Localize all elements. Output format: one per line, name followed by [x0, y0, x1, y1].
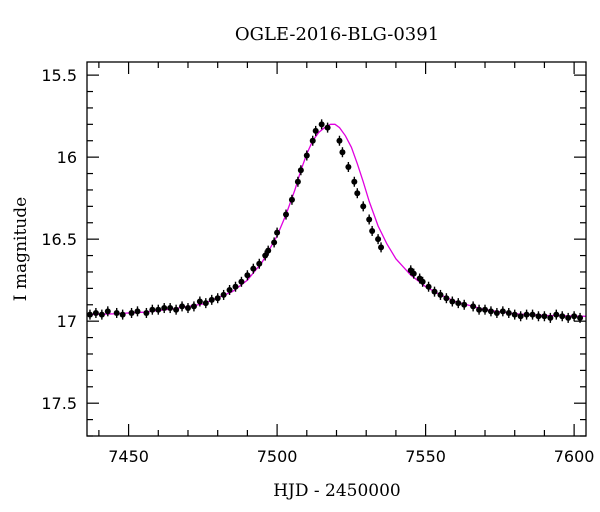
- data-point: [375, 236, 382, 243]
- data-point: [318, 121, 325, 128]
- y-tick-label: 15.5: [41, 66, 77, 85]
- data-point: [167, 305, 174, 312]
- data-point: [482, 306, 489, 313]
- data-point: [283, 211, 290, 218]
- data-point: [179, 303, 186, 310]
- data-point: [196, 298, 203, 305]
- data-point: [487, 308, 494, 315]
- data-point: [336, 137, 343, 144]
- data-point: [553, 311, 560, 318]
- data-point: [208, 296, 215, 303]
- data-point: [184, 305, 191, 312]
- data-point: [312, 127, 319, 134]
- x-axis-label: HJD - 2450000: [273, 481, 401, 501]
- data-point: [232, 283, 239, 290]
- data-point: [86, 311, 93, 318]
- data-point: [493, 309, 500, 316]
- data-point: [256, 260, 263, 267]
- data-point: [535, 313, 542, 320]
- data-point: [339, 149, 346, 156]
- data-point: [443, 295, 450, 302]
- data-point: [470, 303, 477, 310]
- data-point: [262, 252, 269, 259]
- data-point: [309, 137, 316, 144]
- data-point: [351, 178, 358, 185]
- x-tick-label: 7600: [554, 447, 595, 466]
- data-point: [173, 306, 180, 313]
- data-point: [369, 227, 376, 234]
- data-point: [511, 311, 518, 318]
- x-tick-label: 7450: [108, 447, 149, 466]
- data-point: [455, 300, 462, 307]
- data-point: [360, 203, 367, 210]
- data-point: [378, 244, 385, 251]
- plot-frame: [86, 61, 587, 437]
- data-point: [324, 124, 331, 131]
- data-point: [155, 306, 162, 313]
- data-point: [119, 311, 126, 318]
- data-point: [274, 229, 281, 236]
- data-point: [104, 308, 111, 315]
- data-point: [220, 291, 227, 298]
- data-point: [571, 313, 578, 320]
- model-curve: [86, 123, 587, 317]
- data-point: [265, 247, 272, 254]
- x-tick-label: 7500: [257, 447, 298, 466]
- data-point: [202, 300, 209, 307]
- data-point: [547, 314, 554, 321]
- data-point: [238, 278, 245, 285]
- y-axis-label: I magnitude: [11, 197, 31, 301]
- chart-title: OGLE-2016-BLG-0391: [235, 24, 439, 45]
- data-point: [431, 288, 438, 295]
- data-point: [476, 306, 483, 313]
- data-point: [345, 163, 352, 170]
- data-point: [271, 239, 278, 246]
- data-point: [244, 272, 251, 279]
- data-point: [461, 301, 468, 308]
- data-point: [297, 167, 304, 174]
- data-point: [577, 314, 584, 321]
- x-tick-label: 7550: [405, 447, 446, 466]
- data-point: [425, 283, 432, 290]
- data-point: [565, 314, 572, 321]
- data-point: [523, 311, 530, 318]
- data-point: [366, 216, 373, 223]
- y-tick-label: 17: [57, 312, 77, 331]
- data-point: [226, 287, 233, 294]
- data-point: [354, 190, 361, 197]
- data-point: [505, 309, 512, 316]
- data-point: [128, 309, 135, 316]
- axis-ticks: 7450 7500 7550 7600 15.5 16 16.5 17 17.5: [41, 62, 594, 466]
- data-point: [98, 311, 105, 318]
- data-points-layer: [86, 119, 584, 323]
- data-point: [92, 309, 99, 316]
- y-tick-label: 17.5: [41, 394, 77, 413]
- data-point: [190, 303, 197, 310]
- data-point: [517, 313, 524, 320]
- data-point: [161, 305, 168, 312]
- y-tick-label: 16.5: [41, 230, 77, 249]
- data-point: [303, 152, 310, 159]
- data-point: [410, 270, 417, 277]
- data-point: [250, 265, 257, 272]
- model-curve-layer: [86, 123, 587, 317]
- data-point: [437, 291, 444, 298]
- data-point: [559, 313, 566, 320]
- data-point: [529, 311, 536, 318]
- data-point: [294, 178, 301, 185]
- data-point: [449, 298, 456, 305]
- data-point: [149, 306, 156, 313]
- data-point: [288, 196, 295, 203]
- data-point: [143, 309, 150, 316]
- data-point: [113, 309, 120, 316]
- data-point: [419, 278, 426, 285]
- data-point: [541, 313, 548, 320]
- data-point: [134, 308, 141, 315]
- y-tick-label: 16: [57, 148, 77, 167]
- data-point: [499, 308, 506, 315]
- data-point: [214, 295, 221, 302]
